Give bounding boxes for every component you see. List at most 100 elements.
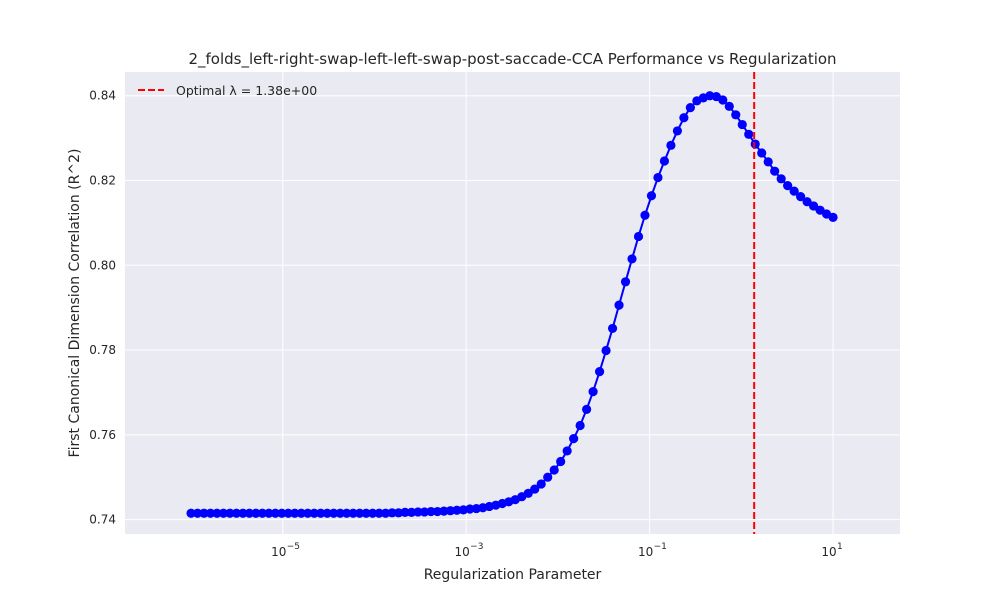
data-point: [543, 472, 553, 482]
data-point: [192, 508, 203, 518]
data-point: [335, 508, 345, 518]
data-point: [205, 508, 216, 518]
x-tick-base: 10: [271, 545, 286, 559]
data-point: [646, 191, 657, 201]
x-tick-exponent: 1: [837, 542, 843, 552]
data-point: [724, 101, 734, 111]
data-point: [750, 139, 760, 149]
x-tick-base: 10: [821, 545, 836, 559]
data-point: [186, 508, 196, 518]
data-point: [601, 345, 611, 356]
data-point: [627, 254, 637, 264]
data-point: [283, 508, 293, 518]
x-axis-ticks: 10 −5 10 −3 10 −1 10 1: [271, 542, 843, 559]
data-series: [186, 91, 838, 518]
data-point: [620, 277, 631, 287]
data-point: [828, 212, 838, 222]
x-tick-base: 10: [455, 545, 470, 559]
data-point: [368, 508, 378, 518]
data-point: [355, 508, 365, 518]
y-tick-label: 0.76: [89, 428, 116, 442]
data-point: [659, 156, 670, 166]
data-point: [776, 174, 786, 184]
data-point: [549, 465, 559, 475]
data-point: [757, 148, 767, 158]
data-point: [763, 157, 773, 167]
data-point: [536, 479, 546, 489]
data-point: [199, 508, 209, 518]
data-point: [569, 434, 579, 444]
data-point: [303, 508, 313, 518]
data-point: [316, 508, 326, 518]
y-axis-label: First Canonical Dimension Correlation (R…: [67, 149, 83, 458]
grid: [125, 72, 900, 534]
data-point: [322, 508, 332, 518]
data-point: [789, 186, 799, 196]
data-point: [329, 508, 339, 518]
data-point: [640, 210, 650, 220]
data-point: [666, 140, 676, 150]
x-tick-label: 10 1: [821, 542, 842, 559]
data-point: [348, 508, 358, 518]
data-point: [588, 386, 598, 397]
chart-title: 2_folds_left-right-swap-left-left-swap-p…: [188, 50, 836, 69]
data-point: [218, 508, 229, 518]
data-point: [679, 113, 689, 123]
data-point: [808, 201, 819, 211]
data-point: [309, 508, 319, 518]
data-point: [582, 404, 592, 414]
data-point: [737, 119, 747, 130]
data-point: [770, 166, 780, 176]
y-tick-label: 0.74: [89, 513, 116, 527]
x-tick-label: 10 −1: [638, 542, 667, 559]
data-point: [264, 508, 274, 518]
data-point: [257, 508, 267, 518]
data-point: [672, 126, 683, 136]
data-point: [231, 508, 242, 518]
data-point: [718, 95, 728, 105]
data-point: [523, 488, 533, 498]
data-point: [575, 420, 585, 431]
y-tick-label: 0.78: [89, 343, 116, 357]
data-point: [607, 323, 618, 334]
x-tick-label: 10 −5: [271, 542, 300, 559]
data-point: [426, 506, 436, 517]
data-point: [342, 508, 352, 518]
legend: Optimal λ = 1.38e+00: [138, 83, 317, 98]
data-point: [361, 508, 371, 518]
data-point: [244, 508, 254, 518]
y-tick-label: 0.80: [89, 258, 116, 272]
data-point: [251, 508, 261, 518]
data-point: [374, 508, 384, 518]
data-point: [594, 367, 605, 377]
data-point: [633, 231, 644, 242]
x-tick-exponent: −5: [287, 542, 300, 552]
data-point: [783, 180, 793, 191]
data-point: [556, 456, 566, 467]
x-tick-exponent: −3: [470, 542, 483, 552]
data-point: [400, 507, 410, 517]
data-point: [212, 508, 222, 518]
y-axis-ticks: 0.74 0.76 0.78 0.80 0.82 0.84: [89, 89, 116, 527]
data-point: [238, 508, 248, 518]
legend-label: Optimal λ = 1.38e+00: [176, 83, 317, 98]
x-tick-exponent: −1: [654, 542, 667, 552]
x-tick-label: 10 −3: [455, 542, 484, 559]
data-point: [413, 507, 423, 517]
data-point: [225, 508, 235, 518]
data-point: [653, 172, 663, 183]
data-point: [270, 508, 280, 518]
y-tick-label: 0.82: [89, 174, 116, 188]
data-point: [562, 446, 572, 456]
data-point: [530, 484, 540, 494]
x-axis-label: Regularization Parameter: [424, 567, 602, 583]
data-point: [614, 300, 624, 310]
x-tick-base: 10: [638, 545, 653, 559]
data-point: [277, 508, 287, 518]
plot-area: [125, 72, 900, 534]
data-point: [731, 110, 741, 120]
data-point: [744, 129, 754, 139]
data-point: [290, 508, 300, 518]
data-point: [296, 508, 306, 518]
